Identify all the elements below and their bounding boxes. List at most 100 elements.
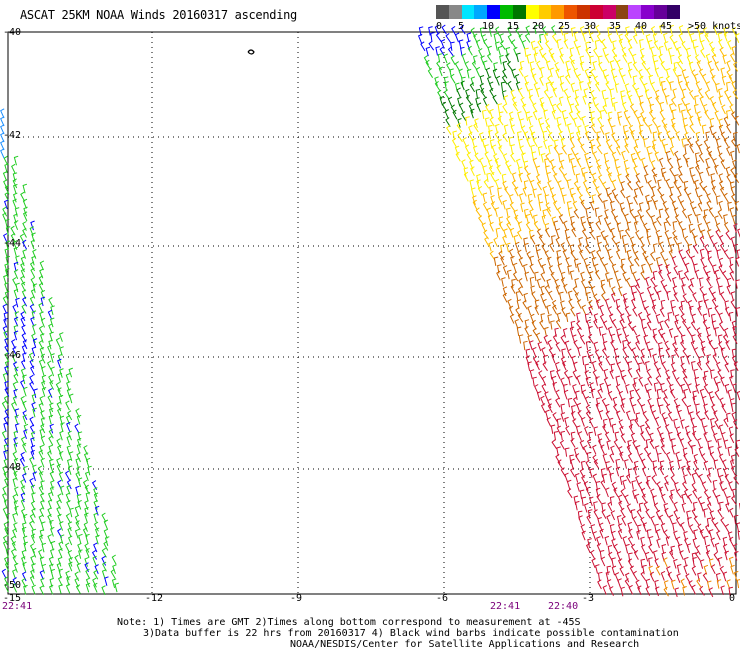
wind-barb — [681, 228, 687, 238]
wind-barb — [476, 179, 481, 190]
wind-barb — [681, 256, 687, 267]
wind-barb — [717, 209, 723, 220]
wind-barb — [610, 333, 616, 344]
wind-barb — [652, 466, 658, 476]
wind-barb — [509, 227, 515, 238]
wind-barb — [627, 361, 633, 371]
wind-barb — [736, 522, 740, 532]
wind-barb — [632, 75, 638, 85]
wind-barb — [700, 48, 706, 58]
wind-barb — [717, 334, 723, 344]
wind-barb — [532, 73, 537, 84]
wind-barb — [437, 89, 443, 100]
wind-barb — [543, 88, 550, 99]
wind-barb — [488, 165, 495, 176]
wind-barb — [583, 88, 588, 98]
wind-barb — [650, 276, 656, 287]
wind-barb — [610, 445, 615, 456]
wind-barb — [712, 353, 718, 364]
wind-barb — [103, 528, 109, 539]
wind-barb — [92, 555, 97, 566]
wind-barb — [685, 47, 691, 58]
wind-barb — [532, 157, 538, 168]
wind-barb — [671, 255, 677, 266]
wind-barb — [656, 426, 662, 437]
wind-barb — [558, 165, 565, 176]
wind-barb — [652, 33, 658, 43]
wind-barb — [601, 89, 607, 100]
wind-barb — [720, 585, 725, 596]
wind-barb — [671, 444, 677, 455]
wind-barb — [475, 39, 481, 50]
wind-barb — [84, 562, 89, 573]
wind-barb — [672, 341, 678, 352]
wind-barb — [502, 103, 508, 114]
wind-barb — [508, 305, 514, 316]
wind-barb — [616, 222, 622, 232]
wind-barb — [41, 374, 47, 385]
wind-barb — [475, 88, 481, 99]
wind-barb — [439, 46, 445, 57]
wind-barb — [2, 295, 8, 306]
lat-label: -44 — [3, 238, 22, 249]
wind-barb — [3, 330, 8, 341]
wind-barb — [76, 437, 82, 448]
wind-barb — [482, 96, 488, 107]
wind-barb — [726, 123, 732, 134]
wind-barb — [569, 132, 574, 142]
legend-label: 40 — [635, 21, 648, 32]
wind-barb — [668, 249, 674, 260]
wind-barb — [647, 123, 653, 134]
wind-barb — [629, 103, 636, 114]
wind-barb — [630, 432, 636, 443]
wind-barb — [503, 124, 509, 135]
wind-barb — [723, 249, 730, 259]
wind-barb — [493, 256, 499, 266]
wind-barb — [479, 83, 485, 94]
wind-barb — [423, 55, 429, 65]
wind-barb — [645, 341, 651, 352]
wind-barb — [628, 94, 633, 105]
wind-barb — [574, 473, 580, 483]
wind-barb — [40, 289, 46, 300]
wind-barb — [457, 118, 462, 128]
wind-barb — [573, 67, 578, 78]
wind-barb — [698, 446, 704, 457]
wind-barb — [635, 229, 641, 240]
wind-barb — [695, 403, 700, 413]
wind-barb — [673, 530, 678, 541]
wind-barb — [443, 89, 450, 100]
wind-barb — [680, 383, 685, 394]
wind-barb — [623, 298, 628, 308]
legend-swatch — [538, 5, 552, 19]
wind-barb — [599, 382, 604, 393]
wind-barb — [678, 249, 683, 260]
wind-barb — [13, 522, 18, 533]
wind-barb — [524, 33, 531, 43]
wind-barb — [701, 395, 707, 406]
wind-barb — [12, 395, 18, 406]
wind-barb — [677, 543, 683, 554]
wind-barb — [615, 298, 621, 309]
wind-barb — [563, 116, 569, 127]
wind-barb — [591, 558, 596, 568]
wind-barb — [102, 561, 107, 572]
wind-barb — [511, 278, 516, 289]
wind-barb — [485, 67, 491, 78]
wind-barb — [733, 514, 739, 525]
wind-barb — [37, 465, 43, 476]
wind-barb — [604, 74, 610, 85]
wind-barb — [527, 334, 532, 345]
wind-barb — [624, 494, 629, 505]
wind-barb — [66, 458, 72, 469]
wind-barb — [609, 452, 615, 463]
wind-barb — [682, 152, 689, 163]
wind-barb — [20, 311, 26, 322]
wind-barb — [620, 369, 625, 380]
wind-barb — [12, 346, 18, 357]
wind-barb — [625, 277, 631, 288]
wind-barb — [712, 101, 718, 112]
wind-barb — [502, 235, 507, 246]
wind-barb — [669, 54, 675, 65]
wind-barb — [49, 486, 55, 497]
